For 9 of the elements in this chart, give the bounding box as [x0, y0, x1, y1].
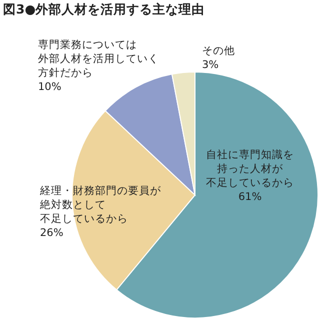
data-label: 61% — [238, 191, 262, 203]
slice-label: 経理・財務部門の要員が絶対数として不足しているから — [39, 184, 162, 225]
slice-label: 自社に専門知識を持った人材が不足しているから — [206, 148, 294, 189]
slice-label: 専門業務については外部人材を活用していく方針だから — [38, 38, 159, 79]
data-label: 3% — [202, 59, 219, 71]
data-label: 10% — [38, 81, 62, 93]
slice-label: その他 — [202, 45, 235, 57]
data-label: 26% — [40, 227, 64, 239]
chart-title: 図3●外部人材を活用する主な理由 — [3, 2, 205, 16]
